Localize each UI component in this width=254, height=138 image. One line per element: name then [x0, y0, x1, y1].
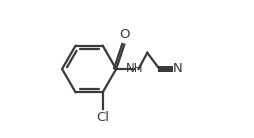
Text: N: N — [173, 63, 183, 75]
Text: Cl: Cl — [96, 111, 109, 124]
Text: O: O — [119, 28, 130, 41]
Text: NH: NH — [126, 63, 144, 75]
